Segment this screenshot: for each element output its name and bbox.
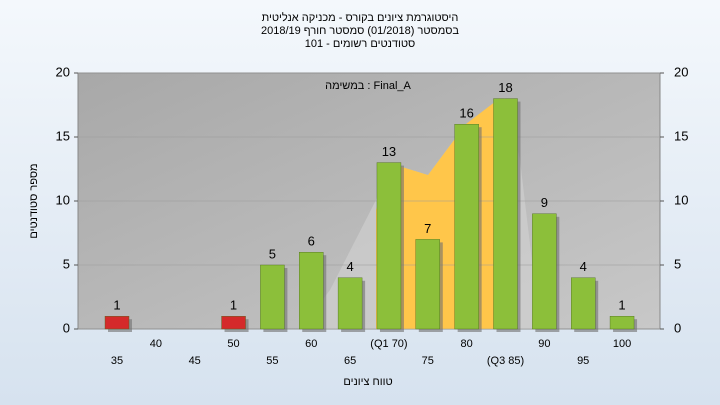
bar [532, 213, 557, 330]
x-tick-label: 100 [613, 338, 631, 350]
y2-tick-label: 20 [674, 64, 688, 79]
y-tick-label: 0 [63, 320, 70, 335]
bar [260, 264, 285, 330]
x-tick-label: 80 [461, 338, 473, 350]
value-label: 13 [382, 144, 396, 159]
bar [337, 277, 363, 330]
y-tick-label: 20 [56, 64, 70, 79]
value-label: 1 [618, 298, 625, 313]
value-label: 1 [113, 298, 120, 313]
title-line: היסטוגרמת ציונים בקורס - מכניקה אנליטית [262, 11, 459, 24]
x-tick-label: 75 [422, 355, 434, 367]
y2-tick-label: 15 [674, 128, 688, 143]
value-label: 9 [541, 195, 548, 210]
bar [376, 162, 402, 330]
y-axis-label: מספר סטודנטים [28, 163, 40, 238]
y2-tick-label: 5 [674, 256, 681, 271]
x-tick-label: 35 [111, 355, 123, 367]
x-tick-label: 50 [227, 338, 239, 350]
bar [299, 251, 324, 330]
y-tick-label: 15 [56, 128, 70, 143]
x-tick-label: 90 [538, 338, 550, 350]
y2-tick-label: 0 [674, 320, 681, 335]
x-axis-label: טווח ציונים [343, 376, 392, 388]
annotation: במשימה : Final_A [325, 80, 411, 92]
x-tick-label: 60 [305, 338, 317, 350]
value-label: 18 [498, 80, 512, 95]
value-label: 1 [230, 298, 237, 313]
bar [571, 277, 596, 330]
value-label: 7 [424, 221, 431, 236]
x-tick-label: 45 [189, 355, 201, 367]
x-tick-label: (Q1 70) [370, 338, 407, 350]
bar [493, 98, 518, 330]
bar [415, 239, 440, 330]
bar [454, 123, 479, 330]
title-line: בסמסטר (01/2018) סמסטר חורף 2018/19 [261, 25, 459, 37]
value-label: 16 [459, 106, 473, 121]
x-tick-label: (Q3 85) [487, 355, 524, 367]
bar [609, 316, 635, 330]
value-label: 6 [308, 234, 315, 249]
value-label: 4 [346, 259, 353, 274]
y2-tick-label: 10 [674, 192, 688, 207]
x-tick-label: 95 [577, 355, 589, 367]
x-tick-label: 65 [344, 355, 356, 367]
title-line: סטודנטים רשומים - 101 [305, 38, 416, 50]
y-tick-label: 10 [56, 192, 70, 207]
value-label: 4 [580, 259, 587, 274]
y-tick-label: 5 [63, 256, 70, 271]
x-tick-label: 55 [266, 355, 278, 367]
x-tick-label: 40 [150, 338, 162, 350]
value-label: 5 [269, 246, 276, 261]
bar [221, 316, 246, 330]
bar [104, 316, 130, 330]
